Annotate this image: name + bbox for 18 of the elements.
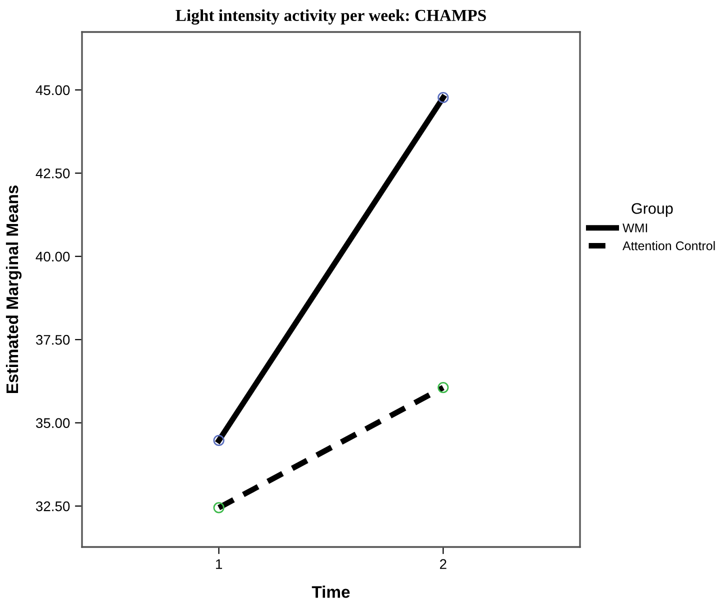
- y-axis-title: Estimated Marginal Means: [6, 186, 22, 394]
- legend-label: Attention Control: [622, 241, 715, 250]
- y-tick-label: 35.00: [36, 418, 70, 428]
- point: [213, 502, 224, 514]
- y-tick-label: 40.00: [36, 252, 70, 262]
- y-tick-label: 42.50: [36, 168, 70, 178]
- y-tick-label: 37.50: [36, 334, 70, 345]
- legend-label: WMI: [622, 224, 648, 232]
- legend-title: Group: [632, 203, 673, 217]
- chart-title: Light intensity activity per week: CHAMPS: [176, 9, 486, 25]
- y-tick-label: 32.50: [36, 501, 70, 512]
- point: [213, 434, 224, 446]
- y-tick-label: 45.00: [36, 85, 70, 96]
- point: [438, 382, 449, 394]
- x-axis-title: Time: [312, 586, 350, 598]
- point: [438, 92, 449, 104]
- x-tick-label: 1: [216, 559, 222, 569]
- x-tick-label: 2: [440, 559, 446, 569]
